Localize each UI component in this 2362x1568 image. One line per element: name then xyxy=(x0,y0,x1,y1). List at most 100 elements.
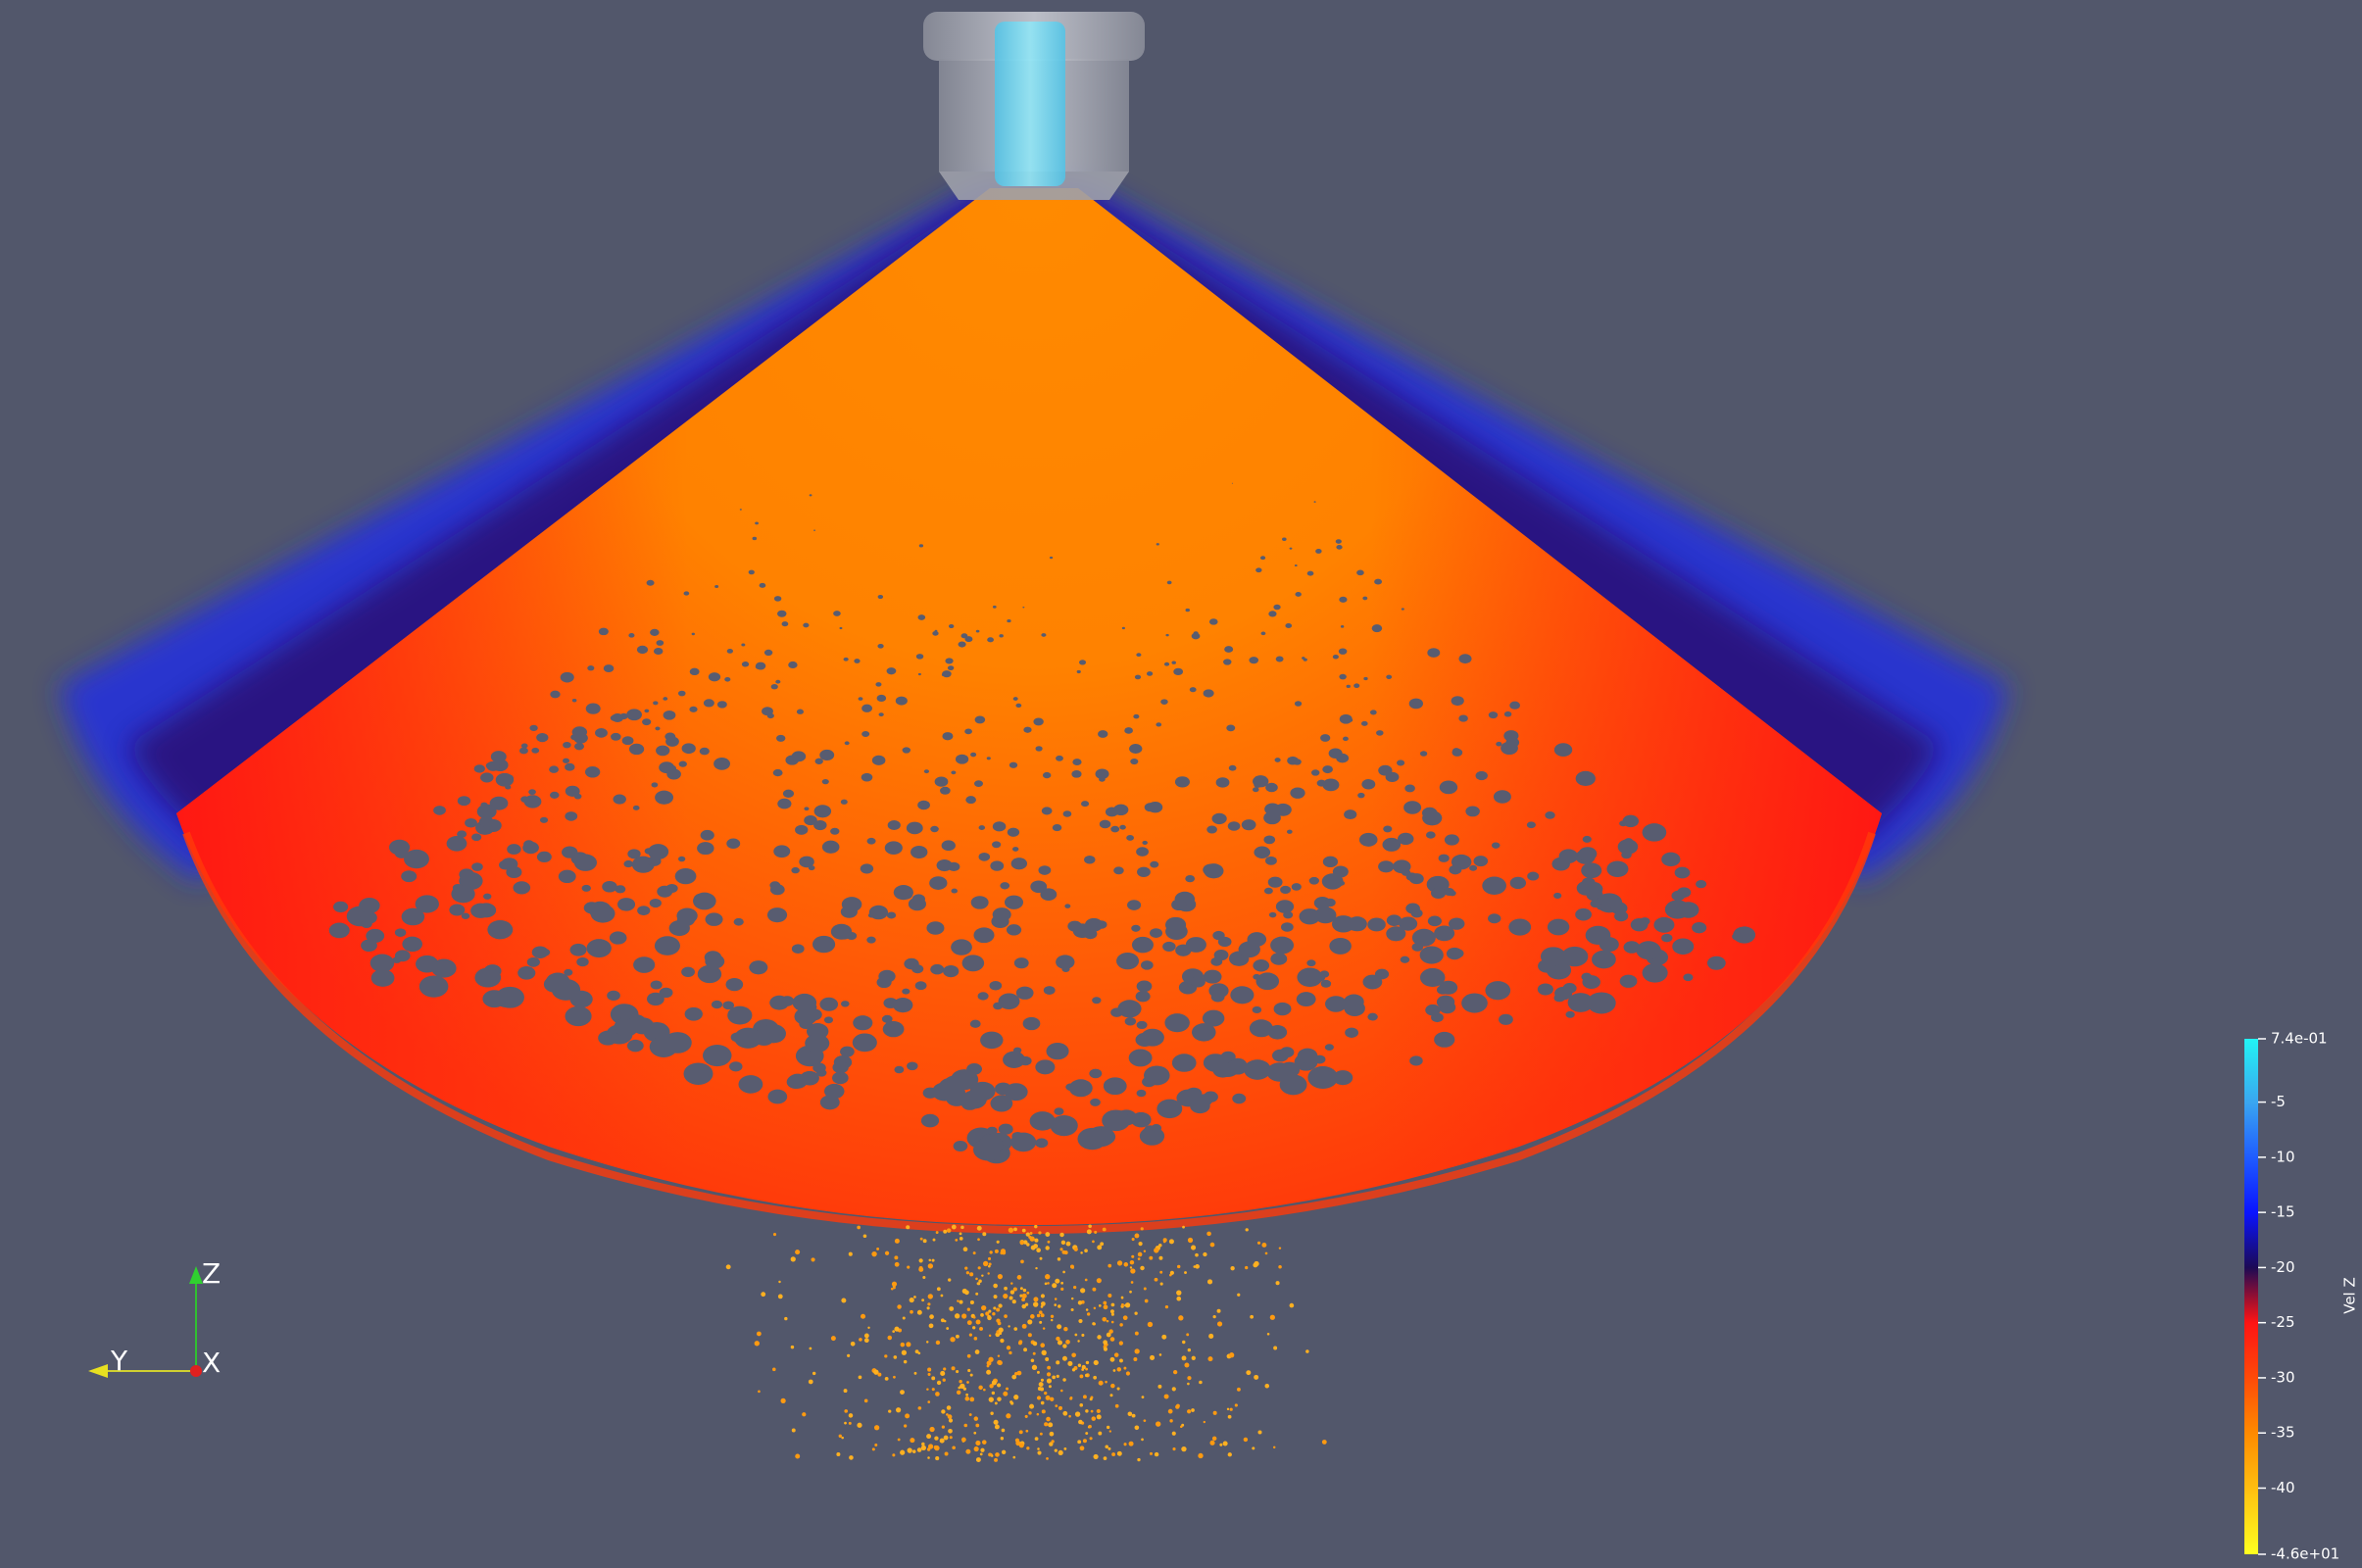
droplet xyxy=(811,1257,815,1262)
droplet xyxy=(905,1413,910,1419)
hole xyxy=(513,881,531,895)
hole xyxy=(531,946,549,959)
hole xyxy=(1306,570,1314,576)
hole xyxy=(1426,875,1450,894)
hole xyxy=(361,939,377,953)
droplet xyxy=(943,1367,947,1371)
droplet xyxy=(1120,1303,1124,1307)
hole xyxy=(1339,596,1348,603)
droplet xyxy=(893,1286,896,1290)
droplet xyxy=(959,1380,962,1384)
hole xyxy=(1098,730,1108,738)
hole xyxy=(1303,658,1307,662)
hole xyxy=(581,884,591,892)
hole xyxy=(1099,776,1106,782)
hole xyxy=(1089,1068,1103,1079)
hole xyxy=(934,776,949,787)
hole xyxy=(918,544,924,548)
droplet xyxy=(1044,1422,1049,1427)
droplet xyxy=(1269,1314,1275,1320)
hole xyxy=(1275,900,1295,913)
droplet xyxy=(973,1446,979,1452)
droplet xyxy=(927,1372,931,1376)
droplet xyxy=(871,1447,875,1451)
hole xyxy=(359,898,380,914)
droplet xyxy=(1071,1352,1076,1358)
hole xyxy=(920,1113,940,1128)
droplet xyxy=(963,1423,968,1428)
hole xyxy=(1344,809,1357,820)
hole xyxy=(1265,782,1278,793)
hole xyxy=(773,596,782,602)
hole xyxy=(1383,825,1393,833)
hole xyxy=(1174,776,1190,788)
hole xyxy=(1223,659,1232,665)
hole xyxy=(1255,972,1280,991)
droplet xyxy=(972,1251,976,1255)
hole xyxy=(875,682,882,687)
hole xyxy=(1419,967,1446,988)
hole xyxy=(1134,674,1142,680)
hole xyxy=(505,784,512,790)
droplet xyxy=(979,1452,983,1456)
droplet xyxy=(1105,1445,1108,1449)
hole xyxy=(1006,924,1022,936)
hole xyxy=(1404,784,1415,793)
droplet xyxy=(919,1237,923,1241)
hole xyxy=(895,696,908,706)
hole xyxy=(681,743,696,755)
hole xyxy=(402,936,422,953)
droplet xyxy=(1056,1336,1060,1342)
hole xyxy=(1142,840,1148,845)
droplet xyxy=(1093,1359,1099,1366)
droplet xyxy=(1154,1248,1159,1253)
hole xyxy=(791,751,807,762)
droplet xyxy=(1083,1395,1087,1399)
droplet xyxy=(1143,1250,1147,1253)
droplet xyxy=(1050,1396,1055,1401)
droplet xyxy=(1045,1395,1051,1400)
hole xyxy=(1282,537,1287,541)
droplet xyxy=(996,1307,1001,1312)
droplet xyxy=(1195,1252,1199,1257)
droplet xyxy=(967,1368,971,1373)
hole xyxy=(1136,653,1142,658)
droplet xyxy=(1062,1378,1066,1382)
hole xyxy=(1072,759,1082,766)
hole xyxy=(1212,1062,1233,1078)
droplet xyxy=(1062,1270,1065,1274)
hole xyxy=(1166,580,1172,585)
droplet xyxy=(992,1312,996,1316)
hole xyxy=(951,770,957,775)
droplet xyxy=(1026,1446,1030,1450)
hole xyxy=(573,742,585,751)
droplet xyxy=(847,1353,851,1357)
hole xyxy=(1382,837,1402,852)
hole xyxy=(394,928,407,937)
hole xyxy=(611,732,621,741)
droplet xyxy=(1030,1314,1035,1319)
droplet xyxy=(949,1436,953,1440)
hole xyxy=(1360,720,1368,726)
hole xyxy=(1190,1098,1210,1114)
hole xyxy=(1081,801,1090,808)
legend-tick-label: -10 xyxy=(2271,1148,2295,1165)
hole xyxy=(1621,851,1632,859)
hole xyxy=(1090,1098,1101,1106)
hole xyxy=(1212,814,1222,821)
droplet xyxy=(948,1428,953,1434)
hole xyxy=(1538,958,1556,973)
hole xyxy=(1324,898,1336,907)
droplet xyxy=(981,1274,984,1277)
droplet xyxy=(988,1256,992,1260)
droplet xyxy=(946,1413,949,1416)
hole xyxy=(1661,933,1673,943)
hole xyxy=(777,610,787,617)
hole xyxy=(1041,633,1047,637)
droplet xyxy=(1045,1274,1051,1280)
droplet xyxy=(1046,1416,1051,1422)
hole xyxy=(969,1019,981,1028)
droplet xyxy=(918,1266,924,1272)
hole xyxy=(1336,545,1343,550)
hole xyxy=(1427,648,1441,658)
